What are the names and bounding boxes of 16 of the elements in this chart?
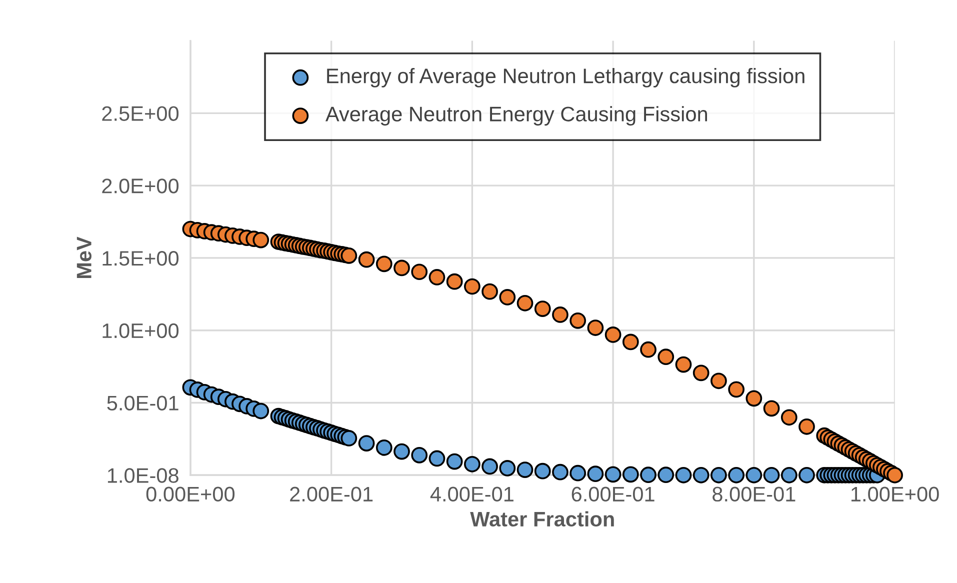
x-tick-label: 0.00E+00 xyxy=(146,486,235,502)
legend-label: Energy of Average Neutron Lethargy causing fission xyxy=(327,68,804,88)
x-tick-label: 1.00E+00 xyxy=(851,486,939,502)
y-tick-label: 2.0E+00 xyxy=(102,178,179,194)
y-tick-label: 2.5E+00 xyxy=(102,106,179,121)
y-tick-label: 1.0E-08 xyxy=(108,468,178,483)
x-tick-label: 2.00E-01 xyxy=(290,486,373,502)
y-axis-title: MeV xyxy=(76,236,92,278)
y-tick-label: 1.5E+00 xyxy=(102,250,179,266)
y-tick-label: 1.0E+00 xyxy=(102,323,179,338)
x-tick-label: 6.00E-01 xyxy=(572,486,654,502)
x-tick-label: 4.00E-01 xyxy=(430,486,514,502)
y-tick-label: 5.0E-01 xyxy=(107,396,178,411)
legend-label: Average Neutron Energy Causing Fission xyxy=(325,106,708,126)
x-tick-label: 8.00E-01 xyxy=(712,486,796,502)
x-axis-title: Water Fraction xyxy=(470,511,614,527)
